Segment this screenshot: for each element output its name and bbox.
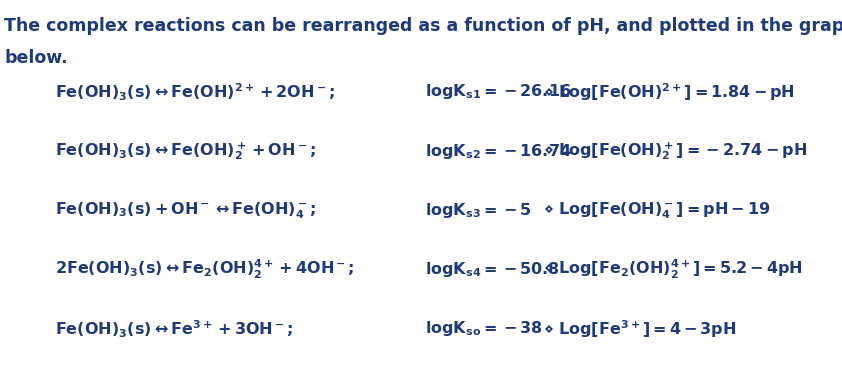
Text: The complex reactions can be rearranged as a function of pH, and plotted in the : The complex reactions can be rearranged … bbox=[4, 17, 842, 35]
Text: $\mathbf{logK_{s4} = -50.8}$: $\mathbf{logK_{s4} = -50.8}$ bbox=[425, 260, 560, 279]
Text: below.: below. bbox=[4, 49, 68, 67]
Text: $\mathbf{\diamond\ Log[Fe(OH)_4^-] = pH - 19}$: $\mathbf{\diamond\ Log[Fe(OH)_4^-] = pH … bbox=[543, 200, 770, 220]
Text: $\mathbf{\diamond\ Log[Fe(OH)_2^+] = -2.74 - pH}$: $\mathbf{\diamond\ Log[Fe(OH)_2^+] = -2.… bbox=[543, 140, 807, 162]
Text: $\mathbf{logK_{s1} = -26.16}$: $\mathbf{logK_{s1} = -26.16}$ bbox=[425, 82, 572, 101]
Text: $\mathbf{Fe(OH)_3(s) \leftrightarrow Fe^{3+} + 3OH^-;}$: $\mathbf{Fe(OH)_3(s) \leftrightarrow Fe^… bbox=[55, 318, 293, 340]
Text: $\mathbf{logK_{s3} = -5}$: $\mathbf{logK_{s3} = -5}$ bbox=[425, 201, 532, 220]
Text: $\mathbf{\diamond\ Log[Fe(OH)^{2+}] = 1.84 - pH}$: $\mathbf{\diamond\ Log[Fe(OH)^{2+}] = 1.… bbox=[543, 81, 795, 103]
Text: $\mathbf{Fe(OH)_3(s) \leftrightarrow Fe(OH)_2^+ + OH^-;}$: $\mathbf{Fe(OH)_3(s) \leftrightarrow Fe(… bbox=[55, 140, 316, 162]
Text: $\mathbf{logK_{s2} = -16.74}$: $\mathbf{logK_{s2} = -16.74}$ bbox=[425, 142, 572, 160]
Text: $\mathbf{\diamond\ Log[Fe^{3+}] = 4 - 3pH}$: $\mathbf{\diamond\ Log[Fe^{3+}] = 4 - 3p… bbox=[543, 318, 737, 340]
Text: $\mathbf{\diamond\ Log[Fe_2(OH)_2^{4+}] = 5.2 - 4pH}$: $\mathbf{\diamond\ Log[Fe_2(OH)_2^{4+}] … bbox=[543, 258, 803, 281]
Text: $\mathbf{2Fe(OH)_3(s) \leftrightarrow Fe_2(OH)_2^{4+} + 4OH^-;}$: $\mathbf{2Fe(OH)_3(s) \leftrightarrow Fe… bbox=[55, 258, 354, 281]
Text: $\mathbf{logK_{so} = -38}$: $\mathbf{logK_{so} = -38}$ bbox=[425, 320, 543, 338]
Text: $\mathbf{Fe(OH)_3(s) + OH^- \leftrightarrow Fe(OH)_4^-;}$: $\mathbf{Fe(OH)_3(s) + OH^- \leftrightar… bbox=[55, 200, 316, 220]
Text: $\mathbf{Fe(OH)_3(s) \leftrightarrow Fe(OH)^{2+} + 2OH^-;}$: $\mathbf{Fe(OH)_3(s) \leftrightarrow Fe(… bbox=[55, 81, 334, 103]
